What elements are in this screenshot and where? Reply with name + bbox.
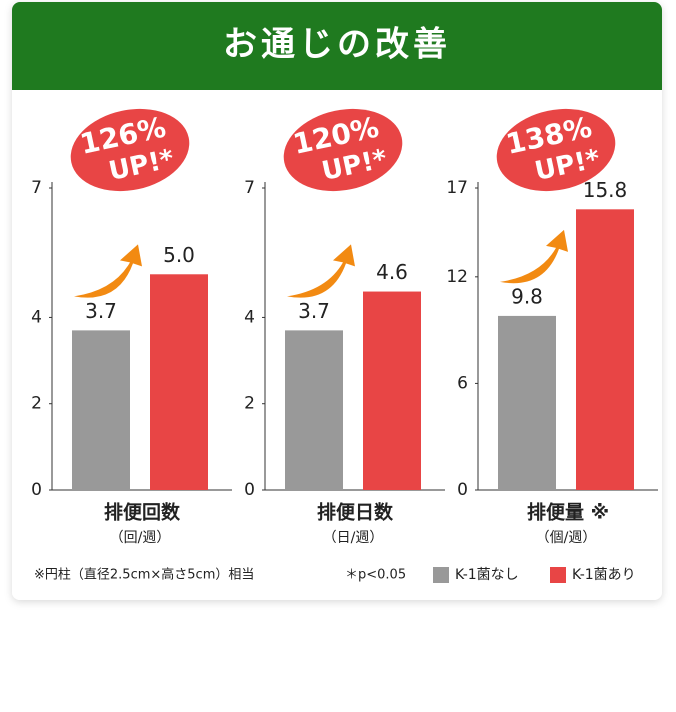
bar <box>150 274 208 490</box>
footnote: ※円柱（直径2.5cm×高さ5cm）相当 <box>34 567 254 583</box>
legend-label: K-1菌あり <box>572 567 636 583</box>
y-tick-label: 2 <box>244 394 255 414</box>
y-tick-label: 4 <box>244 307 255 327</box>
y-tick-label: 7 <box>244 178 255 198</box>
y-tick-label: 4 <box>31 307 42 327</box>
bar <box>498 315 556 490</box>
y-tick-label: 0 <box>244 480 255 500</box>
y-tick-label: 0 <box>31 480 42 500</box>
y-tick-label: 17 <box>446 178 468 198</box>
y-tick-label: 7 <box>31 178 42 198</box>
header-bar <box>12 2 662 90</box>
value-label: 15.8 <box>583 178 628 202</box>
badge: 120%UP!* <box>283 108 403 192</box>
value-label: 3.7 <box>85 299 117 323</box>
y-tick-label: 2 <box>31 394 42 414</box>
x-axis-label: 排便回数 <box>104 501 181 524</box>
bar <box>285 330 343 490</box>
footnote: ＊p<0.05 <box>345 568 406 583</box>
x-axis-label: 排便日数 <box>317 501 394 524</box>
value-label: 5.0 <box>163 243 195 267</box>
legend-swatch <box>433 567 449 583</box>
x-axis-unit: （日/週） <box>323 530 384 546</box>
legend-swatch <box>550 567 566 583</box>
bar <box>72 330 130 490</box>
badge-shape <box>283 108 403 192</box>
badge: 126%UP!* <box>70 108 190 192</box>
value-label: 3.7 <box>298 299 330 323</box>
bar <box>576 209 634 491</box>
x-axis-unit: （個/週） <box>536 530 597 546</box>
value-label: 9.8 <box>511 284 543 308</box>
arrow <box>74 244 142 298</box>
value-label: 4.6 <box>376 260 408 284</box>
header-title: お通じの改善 <box>223 25 451 65</box>
badge-shape <box>70 108 190 192</box>
y-tick-label: 12 <box>446 267 468 287</box>
x-axis-unit: （回/週） <box>110 530 171 546</box>
x-axis-label: 排便量 ※ <box>527 501 609 524</box>
y-tick-label: 6 <box>457 373 468 393</box>
y-tick-label: 0 <box>457 480 468 500</box>
badge-shape <box>496 108 616 192</box>
arrow <box>500 229 568 284</box>
legend-label: K-1菌なし <box>455 567 519 583</box>
arrow <box>287 244 355 298</box>
bar <box>363 291 421 490</box>
